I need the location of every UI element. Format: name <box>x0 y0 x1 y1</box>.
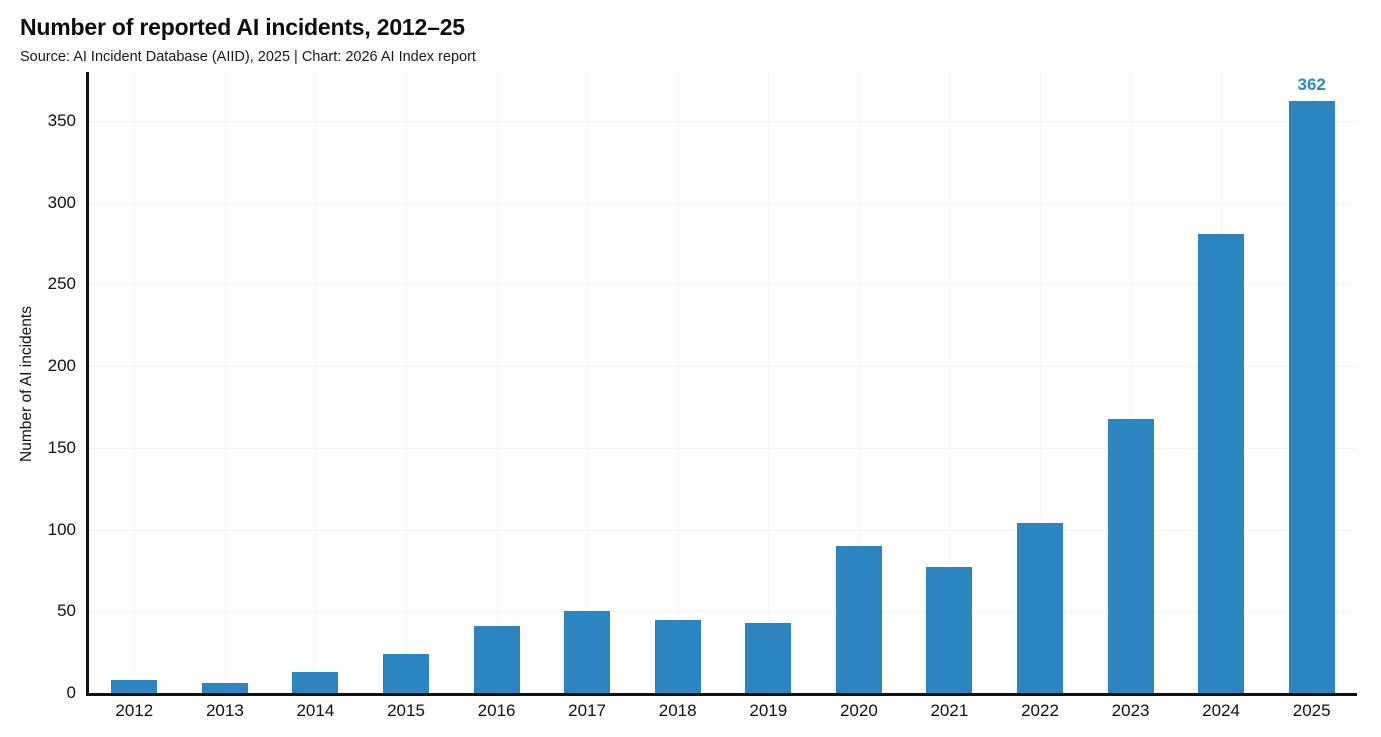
y-tick-label: 250 <box>47 274 76 294</box>
h-gridline <box>89 447 1357 449</box>
v-gridline <box>134 72 136 693</box>
bar-2022 <box>1017 523 1063 693</box>
v-gridline <box>315 72 317 693</box>
y-tick-label: 300 <box>47 192 76 212</box>
v-gridline <box>406 72 407 693</box>
bar-2019 <box>745 622 792 693</box>
x-tick-label: 2012 <box>115 701 154 720</box>
h-gridline <box>89 121 1357 122</box>
bar-2014 <box>292 671 339 693</box>
x-tick-label: 2015 <box>387 701 425 720</box>
v-gridline <box>858 72 860 693</box>
x-tick-label: 2021 <box>930 701 969 720</box>
v-gridline <box>768 72 770 693</box>
v-gridline <box>677 72 679 693</box>
x-tick-label: 2019 <box>749 701 788 720</box>
bar-2013 <box>201 683 248 693</box>
bar-2015 <box>383 653 429 693</box>
v-gridline <box>496 72 498 693</box>
x-tick-label: 2020 <box>839 701 878 720</box>
h-gridline <box>89 366 1357 368</box>
v-gridline <box>224 72 226 693</box>
bar-2012 <box>111 679 158 693</box>
bar-2018 <box>654 619 701 693</box>
v-gridline <box>1040 72 1041 693</box>
v-gridline <box>1130 72 1132 693</box>
bar-2021 <box>926 567 973 693</box>
x-tick-label: 2018 <box>658 701 697 720</box>
bar-2017 <box>564 611 611 693</box>
v-gridline <box>949 72 951 693</box>
x-tick-label: 2022 <box>1021 701 1059 720</box>
bar-2020 <box>835 545 882 693</box>
h-gridline <box>89 611 1357 613</box>
x-tick-label: 2023 <box>1111 701 1150 720</box>
y-tick-label: 50 <box>57 601 76 621</box>
x-tick-label: 2013 <box>205 701 244 720</box>
y-tick-label: 350 <box>47 111 76 130</box>
bar-2025 <box>1288 101 1335 693</box>
x-tick-label: 2017 <box>568 701 607 720</box>
y-tick-label: 100 <box>47 519 76 539</box>
plot-area <box>86 72 1357 696</box>
x-tick-label: 2024 <box>1202 701 1241 720</box>
bar-value-label: 362 <box>1297 75 1326 95</box>
x-tick-label: 2014 <box>296 701 335 720</box>
bar-2024 <box>1198 233 1245 693</box>
y-tick-label: 150 <box>47 437 76 457</box>
y-tick-label: 200 <box>47 356 76 376</box>
x-tick-label: 2025 <box>1292 701 1331 720</box>
chart-source: Source: AI Incident Database (AIID), 202… <box>20 49 476 65</box>
v-gridline <box>587 72 589 693</box>
h-gridline <box>89 284 1357 286</box>
h-gridline <box>89 529 1357 531</box>
x-tick-label: 2016 <box>477 701 516 720</box>
bar-2023 <box>1107 418 1154 693</box>
h-gridline <box>89 202 1357 204</box>
y-tick-label: 0 <box>66 683 76 702</box>
chart-title: Number of reported AI incidents, 2012–25 <box>20 14 465 40</box>
bar-2016 <box>473 626 520 693</box>
